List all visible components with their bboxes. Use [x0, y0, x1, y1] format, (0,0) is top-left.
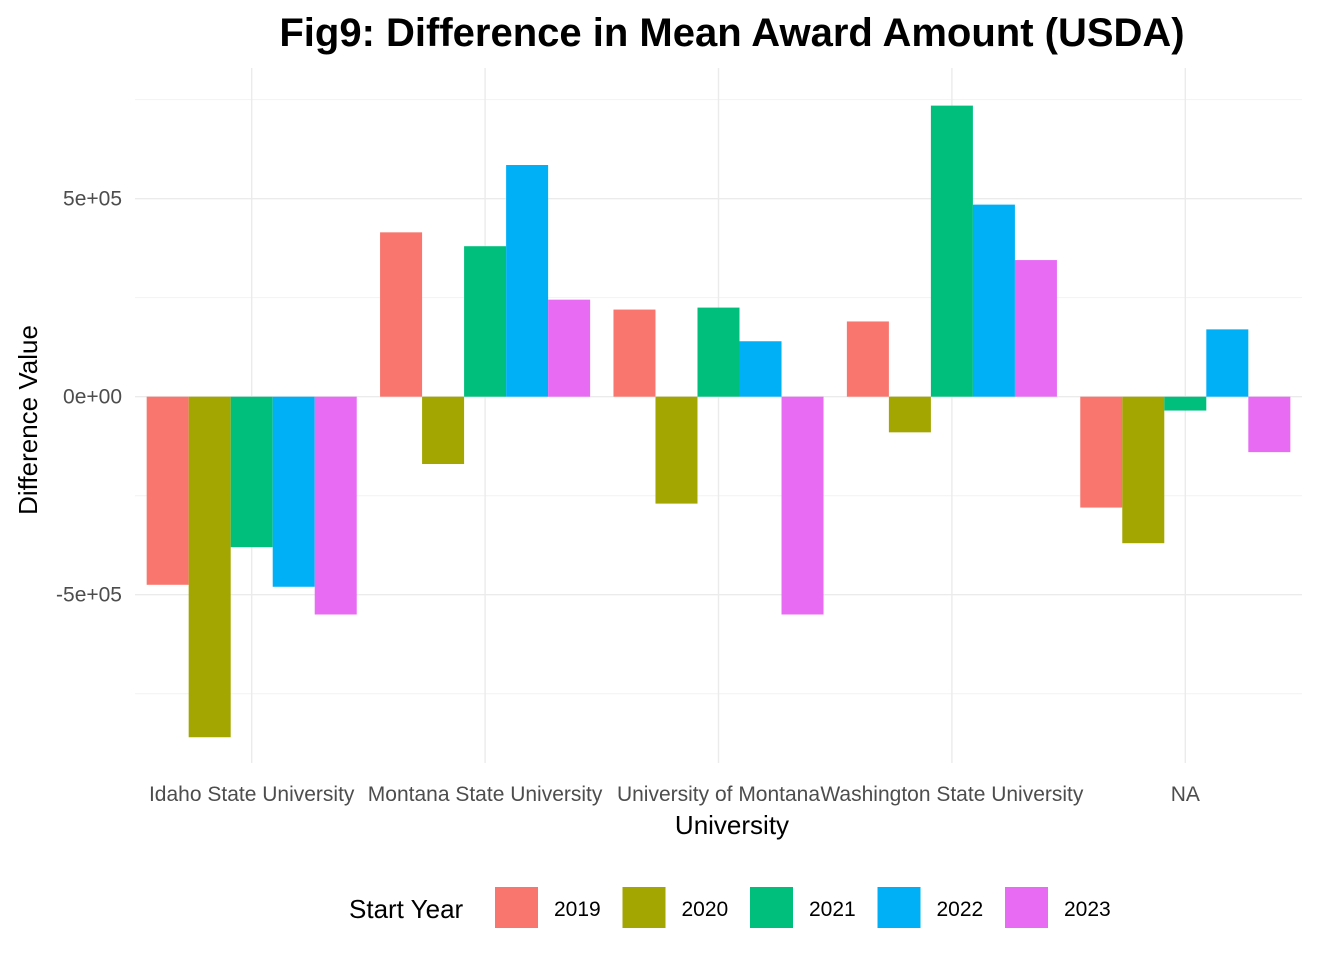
bar-2019-3 [846, 321, 889, 397]
legend-label-2023: 2023 [1064, 898, 1111, 921]
y-tick-label: 5e+05 [63, 188, 122, 211]
x-tick-label: NA [1171, 783, 1200, 806]
bars-group [146, 105, 1291, 738]
bar-2021-1 [464, 246, 507, 397]
y-tick-label: -5e+05 [56, 584, 122, 607]
bar-2020-1 [422, 396, 465, 465]
y-axis-title: Difference Value [13, 325, 43, 515]
bar-2021-4 [1164, 396, 1207, 411]
bar-2020-3 [888, 396, 931, 433]
bar-2019-0 [146, 396, 189, 585]
legend-swatch-2020 [622, 887, 666, 928]
x-tick-label: University of Montana [617, 783, 820, 806]
legend-swatch-2023 [1005, 887, 1048, 928]
x-axis-title: University [675, 810, 789, 840]
bar-2019-1 [380, 232, 423, 397]
legend-title: Start Year [349, 894, 464, 924]
bar-2022-4 [1206, 329, 1249, 397]
x-tick-label: Montana State University [368, 783, 603, 806]
bar-2020-2 [655, 396, 698, 504]
bar-2023-3 [1014, 260, 1057, 397]
bar-2023-2 [781, 396, 824, 615]
legend: Start Year 2019 2020 2021 2022 2023 [349, 887, 1111, 928]
legend-label-2020: 2020 [682, 898, 729, 921]
bar-2020-4 [1122, 396, 1165, 544]
bar-2021-3 [930, 105, 973, 397]
x-axis-ticks: Idaho State University Montana State Univ… [149, 783, 1200, 806]
bar-2022-2 [739, 341, 782, 397]
bar-2023-1 [548, 299, 591, 397]
bar-2022-3 [972, 204, 1015, 397]
bar-2021-0 [230, 396, 273, 548]
bar-2023-0 [314, 396, 357, 615]
legend-label-2022: 2022 [937, 898, 984, 921]
bar-2023-4 [1248, 396, 1291, 453]
bar-2019-4 [1080, 396, 1123, 508]
y-axis-ticks: -5e+05 0e+00 5e+05 [56, 188, 122, 607]
bar-2020-0 [188, 396, 231, 738]
x-tick-label: Idaho State University [149, 783, 355, 806]
x-tick-label: Washington State University [820, 783, 1084, 806]
bar-2019-2 [613, 309, 656, 397]
legend-swatch-2021 [750, 887, 793, 928]
y-tick-label: 0e+00 [63, 386, 122, 409]
legend-label-2019: 2019 [554, 898, 601, 921]
bar-2021-2 [697, 307, 740, 397]
bar-2022-1 [506, 165, 549, 397]
legend-swatch-2019 [495, 887, 538, 928]
legend-swatch-2022 [877, 887, 921, 928]
chart-title: Fig9: Difference in Mean Award Amount (U… [279, 11, 1184, 55]
legend-label-2021: 2021 [809, 898, 856, 921]
bar-2022-0 [272, 396, 315, 587]
